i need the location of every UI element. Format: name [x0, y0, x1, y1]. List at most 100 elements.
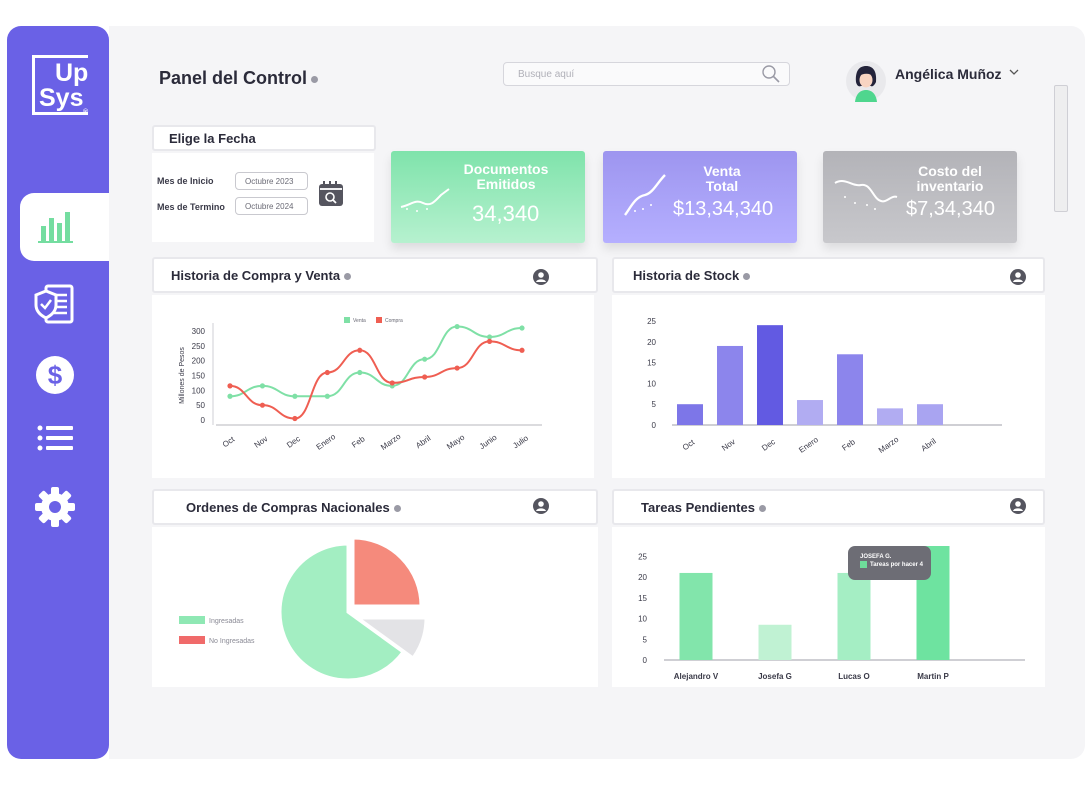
kpi-sales-title-line1: Venta — [703, 163, 741, 179]
y-tick-label: 20 — [638, 573, 647, 582]
stock-bar-chart: 0 5 10 15 20 25 Oct Nov Dec Enero Feb Marzo Abril — [647, 317, 1002, 455]
series-line-venta — [229, 325, 523, 398]
y-tick-label: 5 — [652, 400, 657, 409]
info-icon[interactable] — [758, 505, 766, 513]
stock-history-title: Historia de Stock — [633, 268, 740, 283]
user-circle-icon[interactable] — [533, 269, 549, 285]
legend-label-compra: Compra — [385, 318, 403, 324]
sales-history-header: Historia de Compra y Venta — [152, 257, 598, 293]
legend-swatch-venta — [344, 317, 350, 323]
info-icon[interactable] — [311, 75, 319, 83]
x-tick-label: Abril — [919, 437, 937, 454]
y-tick-label: 25 — [638, 552, 647, 561]
kpi-sales-value: $13,34,340 — [673, 198, 774, 220]
calendar-search-icon[interactable] — [318, 181, 344, 207]
data-point-venta — [486, 334, 493, 340]
y-tick-label: 0 — [652, 421, 657, 430]
x-tick-label: Alejandro V — [674, 672, 719, 681]
purchase-orders-pie-chart: Ingresadas No Ingresadas — [179, 536, 428, 682]
x-tick-label: Nov — [253, 434, 270, 450]
y-tick-label: 10 — [638, 615, 647, 624]
kpi-documents-title: Documentos Emitidos — [446, 162, 566, 192]
x-tick-label: Josefa G — [758, 672, 792, 681]
user-circle-icon[interactable] — [1010, 498, 1026, 514]
pending-tasks-title: Tareas Pendientes — [641, 500, 755, 515]
data-point-venta — [454, 323, 460, 330]
data-point-venta — [422, 356, 428, 362]
x-tick-label: Dec — [285, 434, 302, 450]
bar-marzo — [877, 408, 903, 425]
data-point-compra — [422, 374, 428, 380]
data-point-compra — [486, 338, 493, 344]
start-month-input[interactable]: Octubre 2023 — [235, 172, 308, 190]
trend-arrow-icon — [624, 174, 666, 216]
start-month-label: Mes de Inicio — [157, 176, 214, 186]
x-tick-label: Oct — [681, 437, 697, 452]
data-point-compra — [519, 347, 525, 353]
info-icon[interactable] — [743, 273, 751, 281]
end-month-input[interactable]: Octubre 2024 — [235, 197, 308, 215]
y-tick-label: 15 — [638, 594, 647, 603]
data-point-compra — [357, 347, 363, 353]
page-title: Panel del Control — [159, 68, 319, 89]
info-icon[interactable] — [344, 273, 352, 281]
purchase-orders-header: Ordenes de Compras Nacionales — [152, 489, 598, 525]
y-tick-label: 100 — [192, 386, 206, 395]
series-line-compra — [229, 340, 523, 420]
data-point-compra — [259, 402, 266, 408]
y-axis-label: Millones de Pesos — [179, 347, 186, 404]
user-name[interactable]: Angélica Muñoz — [895, 66, 1002, 82]
bar-nov — [717, 345, 743, 425]
search-icon[interactable] — [761, 64, 781, 84]
page-title-text: Panel del Control — [159, 68, 308, 88]
bar-dec — [757, 325, 783, 425]
kpi-documents-title-line1: Documentos — [463, 161, 549, 177]
logo-line-1: Up — [32, 55, 88, 86]
search-input[interactable]: Busque aquí — [503, 62, 790, 86]
dollar-icon[interactable]: $ — [32, 352, 78, 398]
data-point-venta — [357, 369, 363, 376]
y-tick-label: 0 — [643, 656, 648, 665]
tooltip-row: Tareas por hacer 4 — [860, 561, 931, 569]
upsys-logo[interactable]: Up Sys ® — [32, 55, 92, 119]
y-tick-label: 20 — [647, 338, 656, 347]
sparkline-icon — [400, 188, 450, 212]
data-point-venta — [324, 393, 330, 399]
x-tick-label: Lucas O — [838, 672, 870, 681]
y-tick-label: 200 — [192, 357, 206, 366]
list-icon[interactable] — [32, 416, 78, 462]
x-tick-label: Mayo — [445, 432, 467, 451]
y-tick-label: 150 — [192, 372, 206, 381]
bar-chart-icon[interactable] — [32, 204, 78, 250]
gear-icon[interactable] — [32, 484, 78, 530]
user-circle-icon[interactable] — [533, 498, 549, 514]
x-tick-label: Nov — [720, 437, 737, 453]
chart-tooltip: JOSEFA G. Tareas por hacer 4 — [848, 546, 931, 580]
info-icon[interactable] — [393, 505, 401, 513]
date-filter-title: Elige la Fecha — [169, 131, 256, 146]
kpi-card-sales[interactable]: Venta Total $13,34,340 — [603, 151, 797, 243]
user-avatar[interactable] — [846, 60, 886, 102]
legend-label-venta: Venta — [353, 318, 366, 324]
bar-lucas-o — [837, 572, 871, 660]
kpi-documents-value: 34,340 — [472, 201, 540, 226]
pie-slice-other — [353, 616, 428, 661]
tooltip-swatch — [860, 561, 867, 568]
y-tick-label: 5 — [643, 635, 648, 644]
scrollbar[interactable] — [1054, 85, 1068, 212]
sidebar-item-dashboard-active[interactable] — [20, 193, 109, 261]
data-point-compra — [389, 380, 395, 386]
y-tick-label: 25 — [647, 317, 656, 326]
user-circle-icon[interactable] — [1010, 269, 1026, 285]
kpi-inventory-title-line1: Costo del — [918, 163, 982, 179]
chevron-down-icon[interactable] — [1008, 66, 1020, 78]
data-point-venta — [259, 383, 266, 389]
x-tick-label: Martin P — [917, 672, 949, 681]
kpi-card-inventory-cost[interactable]: Costo del inventario $7,34,340 — [823, 151, 1017, 243]
shield-document-icon[interactable] — [32, 281, 78, 327]
kpi-card-documents[interactable]: Documentos Emitidos 34,340 — [391, 151, 585, 243]
kpi-sales-title: Venta Total — [667, 164, 777, 194]
logo-line-2: Sys — [32, 85, 88, 115]
data-point-compra — [324, 369, 330, 376]
